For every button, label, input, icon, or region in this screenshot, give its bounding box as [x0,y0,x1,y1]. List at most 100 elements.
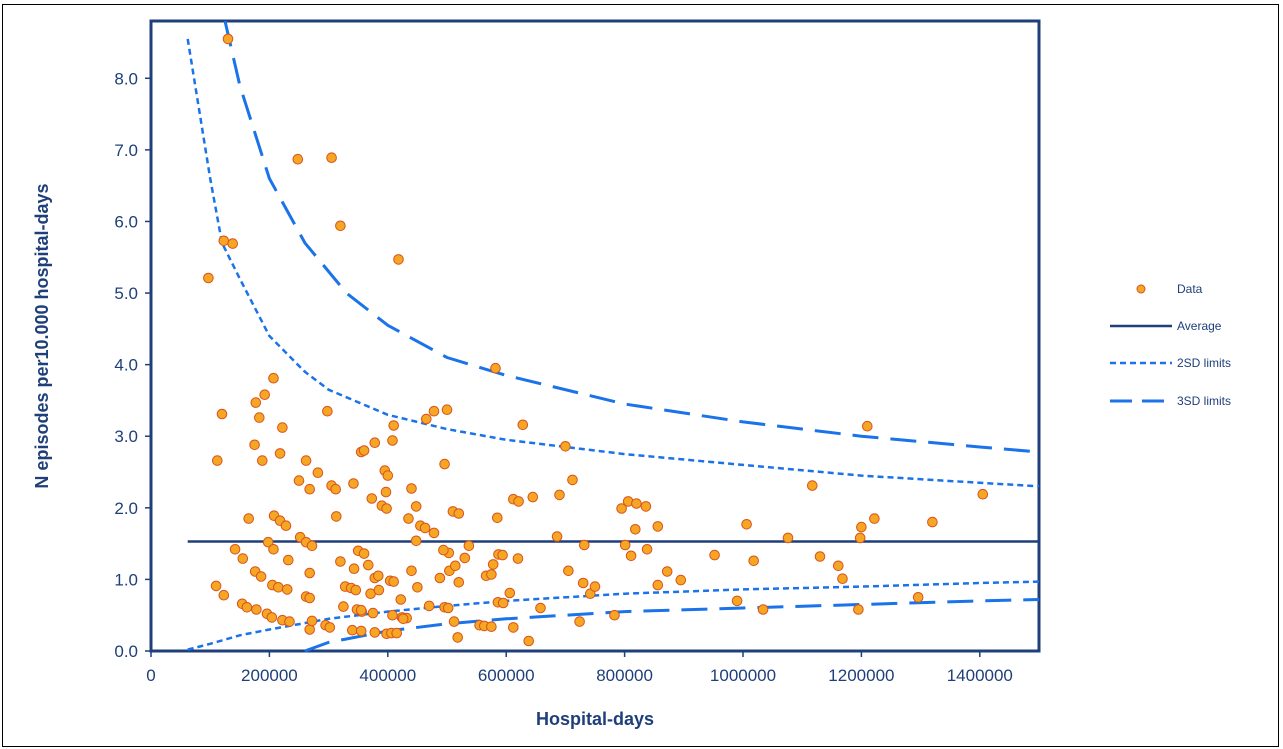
data-point [227,238,238,249]
data-point [486,569,497,580]
data-point [393,254,404,265]
x-tick-label: 600000 [478,666,535,685]
data-point [410,501,422,512]
data-point [243,513,254,524]
data-point [567,474,578,486]
data-point [388,420,400,431]
data-point [237,553,249,564]
data-point [497,549,508,561]
data-point [661,566,673,577]
data-point [268,372,279,384]
data-point [292,153,304,165]
data-point [748,555,760,567]
data-point [277,422,288,433]
data-point [212,455,223,466]
data-point [551,531,563,542]
data-point [862,420,873,432]
data-point [490,362,501,374]
legend-2sd-label: 2SD limits [1177,356,1231,370]
y-tick-label: 8.0 [114,69,138,88]
data-point [293,475,305,486]
data-point [441,404,453,416]
data-point [563,565,574,577]
data-point [304,592,316,604]
data-point [630,524,641,535]
legend-3sd-label: 3SD limits [1177,394,1231,408]
data-point [912,592,924,603]
data-point [403,513,414,524]
data-point [421,413,432,425]
data-point [517,419,529,431]
data-point [406,483,417,494]
data-point [280,520,292,532]
data-point [757,604,769,615]
data-point [348,563,360,575]
data-point [854,532,866,544]
x-axis-title: Hospital-days [536,709,654,729]
x-tick-label: 1200000 [828,666,894,685]
data-point [266,612,278,623]
sd2-upper-line [186,38,1040,488]
data-point [579,539,590,551]
data-point [577,577,589,589]
data-point [438,544,449,556]
data-point [625,550,637,562]
data-point [589,581,601,592]
data-point [322,405,333,417]
data-point [641,544,653,555]
data-point [837,573,848,585]
data-point [609,609,620,621]
limit-curves [186,20,1040,653]
data-point [523,635,535,647]
data-point [450,560,461,572]
data-point [631,498,642,509]
data-point [434,572,446,584]
data-point [412,582,423,593]
data-point [833,560,844,572]
data-point [358,445,370,456]
data-point [856,521,867,533]
data-point [486,621,497,633]
data-point [203,272,214,284]
y-tick-label: 7.0 [114,141,138,160]
data-point [419,522,431,534]
data-point [257,455,268,466]
data-point [218,235,230,247]
sd3-upper-line [223,20,1040,454]
data-point [253,412,265,423]
data-point [709,549,720,561]
data-point [616,503,627,514]
data-point [369,627,381,638]
data-point [508,622,519,633]
data-point [397,613,409,625]
y-tick-label: 4.0 [114,356,138,375]
data-point [281,584,293,595]
data-point [350,584,362,596]
y-tick-label: 3.0 [114,427,138,446]
data-point [335,556,346,567]
data-point [853,604,864,615]
y-axis-title: N episodes per10.000 hospital-days [32,183,52,488]
data-point [347,624,358,636]
data-point [283,554,294,566]
x-tick-label: 200000 [241,666,298,685]
x-axis-ticks: 0 200000 400000 600000 800000 1000000 1200000 1… [146,651,1013,685]
data-point [262,536,274,548]
data-point [452,632,464,643]
data-point [335,220,346,232]
data-point [210,580,222,592]
data-point [807,480,818,491]
x-tick-label: 1400000 [947,666,1013,685]
data-point [388,576,400,587]
data-point [331,511,342,522]
data-point [535,602,546,614]
data-point [373,584,385,596]
data-point [312,467,324,479]
sd3-lower-line [304,598,1040,653]
chart-frame [2,4,1279,747]
data-point [268,544,279,555]
data-point [366,493,378,504]
data-point [395,594,407,605]
data-point [574,616,585,627]
x-tick-label: 1000000 [710,666,776,685]
